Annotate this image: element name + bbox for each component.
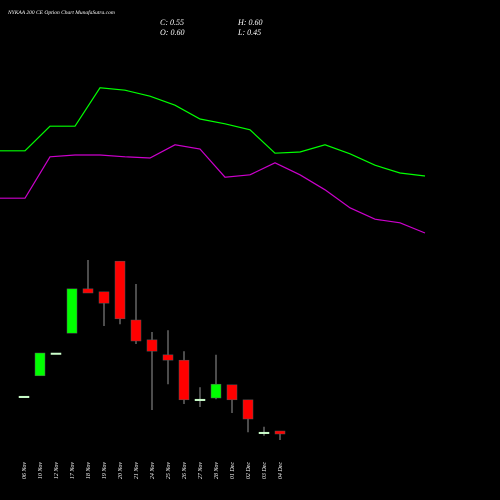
x-tick-label: 19 Nov <box>102 462 108 480</box>
x-tick-label: 10 Nov <box>38 462 44 480</box>
indicator-line <box>0 87 426 177</box>
candle-body <box>34 352 46 377</box>
x-tick-label: 28 Nov <box>214 462 220 480</box>
x-tick-label: 02 Dec <box>246 462 252 479</box>
open-label: O: 0.60 <box>160 28 184 37</box>
candle-body <box>162 354 174 361</box>
candle-body <box>194 398 206 401</box>
candle-body <box>50 352 62 355</box>
x-tick-label: 26 Nov <box>182 462 188 480</box>
x-tick-label: 03 Dec <box>262 462 268 479</box>
x-tick-label: 25 Nov <box>166 462 172 480</box>
x-tick-label: 17 Nov <box>70 462 76 480</box>
candle-body <box>258 431 270 434</box>
candle-body <box>178 359 190 401</box>
low-label: L: 0.45 <box>237 28 261 37</box>
candle-body <box>98 291 110 304</box>
candle-body <box>226 384 238 401</box>
candle-body <box>242 399 254 420</box>
candle-body <box>82 288 94 294</box>
high-label: H: 0.60 <box>237 18 262 27</box>
chart-title: NYKAA 200 CE Option Chart MunafaSutra.co… <box>7 9 115 16</box>
x-tick-label: 18 Nov <box>86 462 92 480</box>
candle-body <box>66 288 78 334</box>
x-tick-label: 21 Nov <box>134 462 140 480</box>
candle-body <box>146 339 158 352</box>
candle-body <box>130 319 142 342</box>
indicator-line <box>0 144 426 234</box>
x-tick-label: 01 Dec <box>230 462 236 479</box>
candle-body <box>210 383 222 399</box>
x-tick-label: 04 Dec <box>277 462 284 479</box>
candle-body <box>18 395 30 398</box>
x-tick-label: 12 Nov <box>54 462 60 480</box>
x-tick-label: 24 Nov <box>149 462 156 480</box>
x-tick-label: 20 Nov <box>118 462 124 480</box>
close-label: C: 0.55 <box>160 18 184 27</box>
x-tick-label: 27 Nov <box>198 462 204 480</box>
candle-body <box>114 260 126 320</box>
candle-body <box>274 430 286 435</box>
x-tick-label: 06 Nov <box>22 462 28 480</box>
